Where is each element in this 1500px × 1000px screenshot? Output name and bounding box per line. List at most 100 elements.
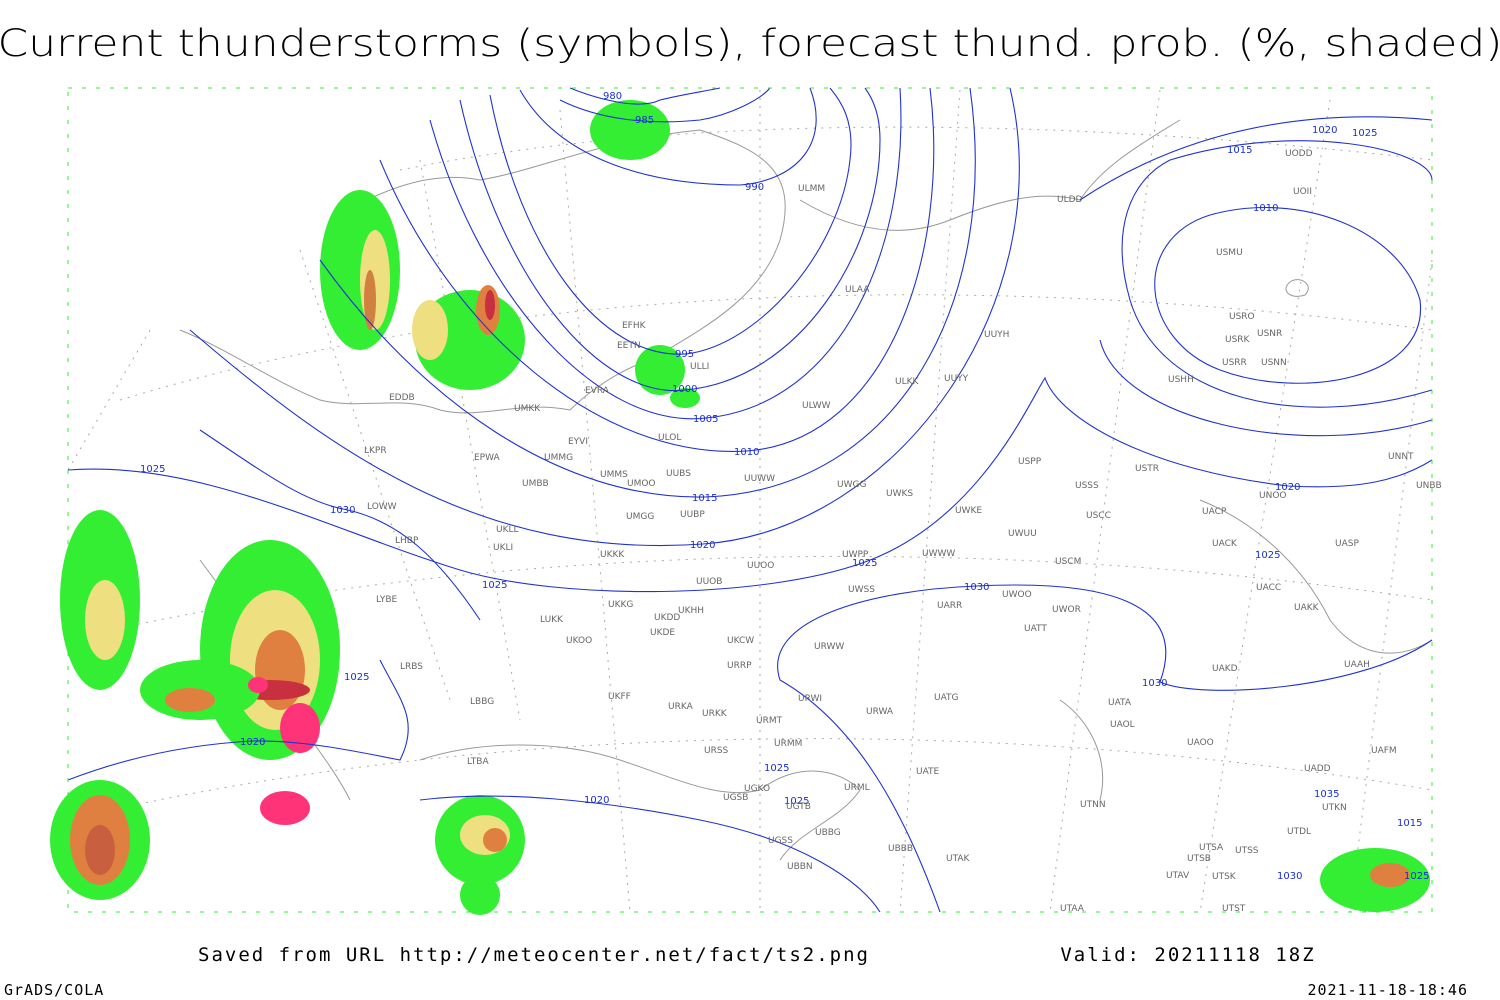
thunderstorm-symbols [248,677,320,825]
station-label: UWUU [1008,529,1037,539]
station-label: UUOB [696,577,722,587]
station-label: ULDD [1057,195,1083,205]
station-label: UMMG [544,453,573,463]
isobar-label: 1025 [1404,871,1429,882]
station-label: UACC [1256,583,1281,593]
timestamp: 2021-11-18-18:46 [1308,981,1469,999]
station-label: UKOO [566,636,592,646]
station-label: EDDB [389,393,415,403]
station-label: UKLI [493,543,513,553]
station-label: LYBE [376,595,397,605]
station-label: UGTB [786,802,811,812]
station-label: UWSS [848,585,875,595]
station-label: UATT [1024,624,1047,634]
isobar-label: 1025 [1352,128,1377,139]
station-label: UAKD [1212,664,1238,674]
station-label: UGSS [768,836,793,846]
station-label: USNR [1257,329,1282,339]
station-label: URMM [774,739,802,749]
station-label: UARR [937,601,962,611]
station-label: USNN [1261,358,1287,368]
station-label: UBBB [888,844,913,854]
isobar-label: 1010 [734,447,759,458]
isobar-label: 1020 [1275,482,1300,493]
station-label: UWPP [842,550,869,560]
station-label: UWGG [837,480,866,490]
station-label: UMMS [600,470,628,480]
station-label: UUYY [944,374,969,384]
isobar-label: 1015 [1227,145,1252,156]
station-label: ULAA [845,285,870,295]
station-label: UMOO [627,479,656,489]
station-label: UADD [1304,764,1331,774]
station-label: UKDD [654,613,680,623]
station-label: UTNN [1080,800,1106,810]
station-label: UGKO [744,784,770,794]
station-label: URMT [756,716,783,726]
isobar-label: 1030 [1277,871,1302,882]
station-label: UTSA [1199,843,1224,853]
isobar-label: 1025 [344,672,369,683]
station-label: UWKS [886,489,913,499]
station-label: UAKK [1294,603,1320,613]
isobar-label: 995 [675,349,694,360]
station-label: UATE [916,767,940,777]
station-label: UTSS [1235,846,1259,856]
station-label: UNNT [1388,452,1414,462]
station-label: LBBG [470,697,494,707]
isobar-label: 1000 [672,384,697,395]
isobar-label: 1030 [330,505,355,516]
station-label: URWI [798,694,822,704]
isobar-label: 1025 [764,763,789,774]
station-label: USTR [1135,464,1159,474]
isobars [67,87,1433,913]
station-label: UMKK [514,404,541,414]
isobar-label: 1020 [584,795,609,806]
station-label: LUKK [540,615,564,625]
station-label: UKFF [608,692,631,702]
station-label: UKHH [678,606,704,616]
station-label: URRP [727,661,752,671]
station-label: URWA [866,707,894,717]
station-label: ULOL [658,433,681,443]
station-label: ULMM [798,184,825,194]
isobar-label: 1030 [1142,678,1167,689]
station-label: USRK [1225,335,1251,345]
station-label: USRO [1229,312,1255,322]
station-label: UWKE [955,506,982,516]
station-label: UNOO [1259,491,1287,501]
station-label: UWOO [1002,590,1032,600]
isobar-label: 1025 [852,558,877,569]
station-label: UUBP [680,510,705,520]
station-label: UKKG [608,600,633,610]
station-label: ULWW [802,401,831,411]
source-url: Saved from URL http://meteocenter.net/fa… [198,944,870,966]
station-label: USPP [1018,457,1042,467]
station-label: EETN [617,341,641,351]
station-label: ULKK [895,377,920,387]
isobar-label: 985 [635,115,654,126]
station-label: URKK [702,709,728,719]
station-label: EYVI [568,437,588,447]
station-label: USMU [1216,248,1243,258]
station-label: UNBB [1416,481,1442,491]
station-label: UODD [1285,149,1313,159]
station-label: LRBS [400,662,423,672]
station-label: LOWW [367,502,397,512]
station-label: UOII [1293,187,1312,197]
isobar-label: 1025 [482,580,507,591]
isobar-label: 1035 [1314,789,1339,800]
isobar-label: 1020 [240,737,265,748]
map-border [67,87,1433,913]
isobar-label: 1020 [1312,125,1337,136]
station-label: URML [844,783,870,793]
station-label: UWOR [1052,605,1081,615]
station-label: LHBP [395,536,419,546]
station-label: USSS [1075,481,1099,491]
map-labels: 980 985 990 995 1000 1005 1010 1015 1020 1025 1030… [140,91,1442,914]
station-label: UACK [1212,539,1238,549]
station-label: USRR [1222,358,1247,368]
station-label: UKCW [727,636,754,646]
station-label: UAAH [1344,660,1370,670]
